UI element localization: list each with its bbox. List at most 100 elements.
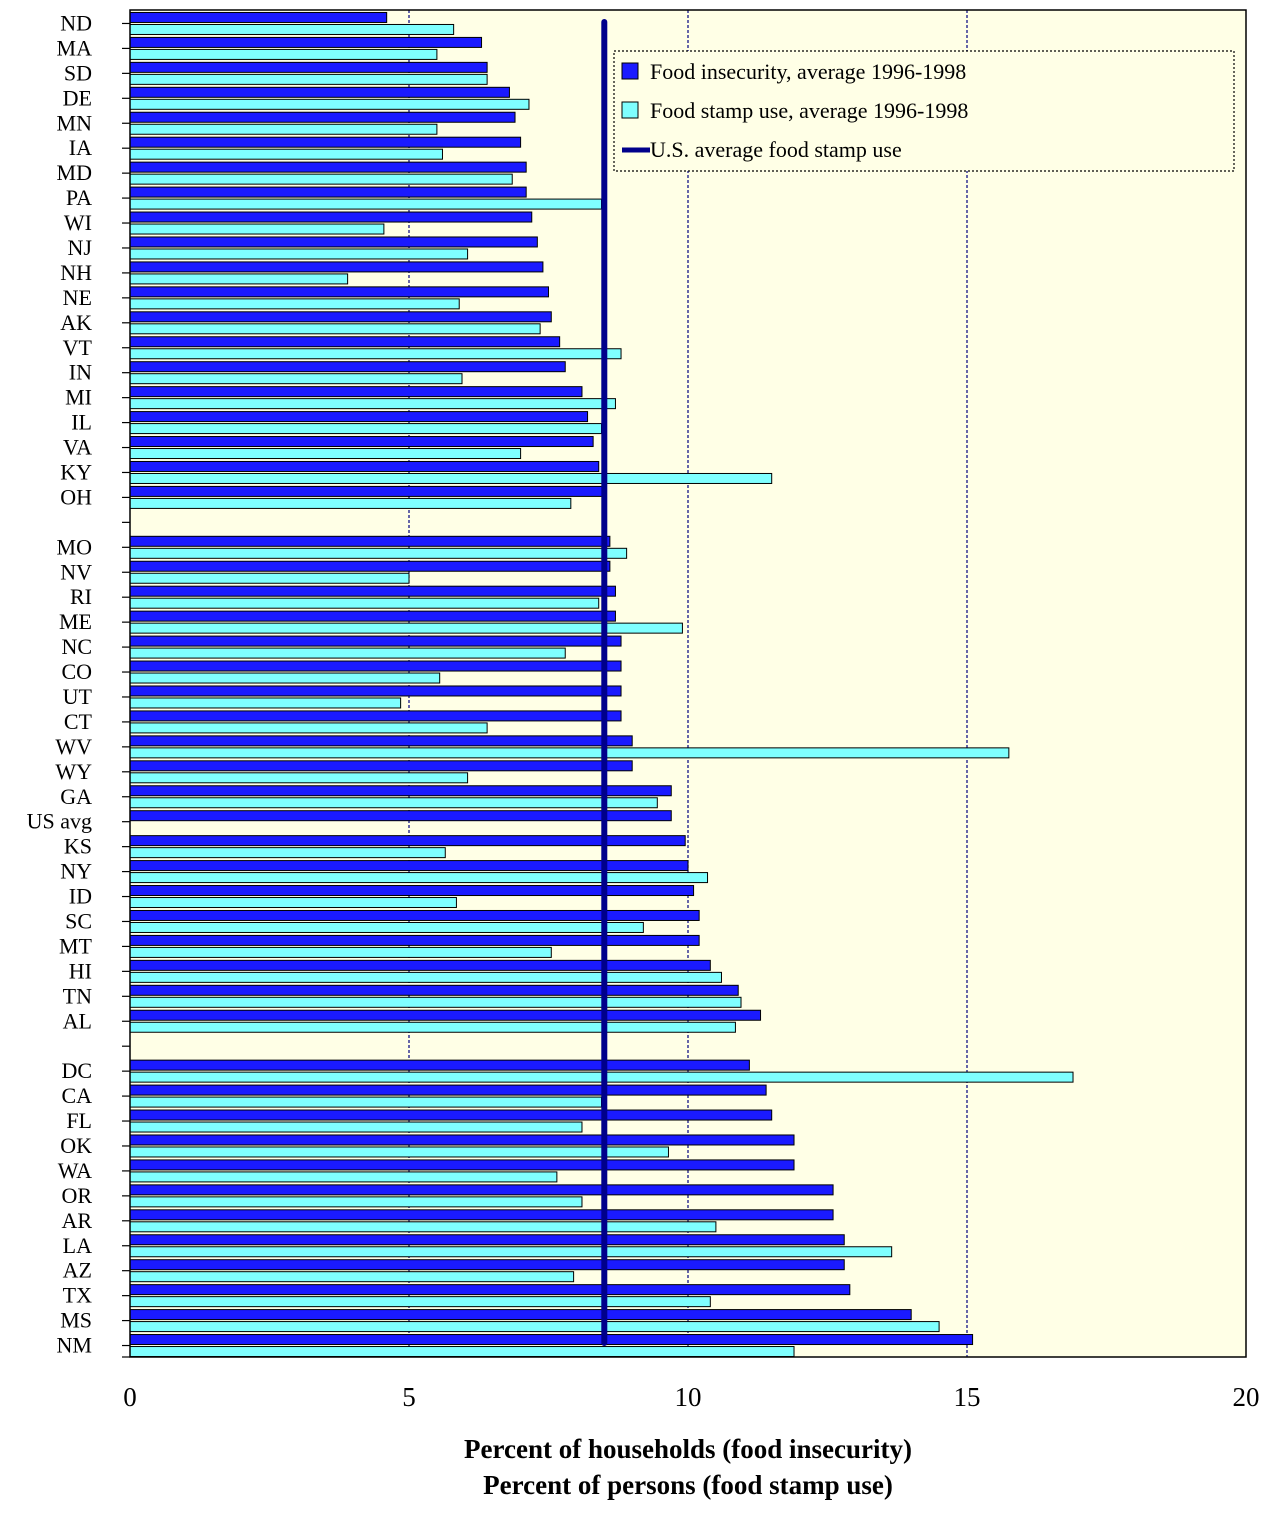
- bar-food-stamp-use: [129, 398, 616, 410]
- category-label: UT: [63, 684, 93, 709]
- bar-food-stamp-use: [129, 622, 683, 634]
- bar-food-stamp-use: [129, 672, 441, 684]
- category-label: AL: [63, 1008, 92, 1033]
- bar-food-stamp-use: [129, 572, 410, 584]
- category-label: KS: [64, 834, 92, 859]
- legend: Food insecurity, average 1996-1998 Food s…: [613, 50, 1235, 172]
- bar-food-stamp-use: [129, 223, 385, 235]
- bar-food-insecurity: [129, 685, 622, 697]
- x-tick-label: 0: [123, 1382, 137, 1412]
- bar-food-stamp-use: [129, 148, 443, 160]
- x-tick-label: 10: [675, 1382, 702, 1412]
- x-axis-title-secondary: Percent of persons (food stamp use): [483, 1470, 893, 1500]
- bar-food-stamp-use: [129, 1246, 893, 1258]
- bar-food-insecurity: [129, 161, 527, 173]
- bar-food-insecurity: [129, 959, 711, 971]
- category-axis: NDMASDDEMNIAMDPAWINJNHNEAKVTINMIILVAKYOH…: [27, 10, 130, 1358]
- category-label: ND: [60, 10, 92, 35]
- bar-food-insecurity: [129, 1134, 795, 1146]
- category-label: WI: [64, 210, 92, 235]
- bar-food-insecurity: [129, 1309, 912, 1321]
- category-label: MN: [57, 110, 93, 135]
- bar-food-insecurity: [129, 1109, 773, 1121]
- category-label: NJ: [68, 235, 93, 260]
- bar-food-stamp-use: [129, 747, 1010, 759]
- bar-food-insecurity: [129, 1059, 750, 1071]
- bar-food-stamp-use: [129, 423, 603, 435]
- category-label: NE: [63, 285, 92, 310]
- bar-food-insecurity: [129, 610, 616, 622]
- bar-food-insecurity: [129, 585, 616, 597]
- bar-food-insecurity: [129, 411, 589, 423]
- category-label: MS: [60, 1308, 92, 1333]
- category-label: OR: [61, 1183, 92, 1208]
- category-label: NV: [60, 559, 92, 584]
- bar-food-insecurity: [129, 11, 388, 23]
- bar-food-stamp-use: [129, 73, 488, 85]
- category-label: AK: [60, 310, 92, 335]
- bar-food-insecurity: [129, 635, 622, 647]
- category-label: DE: [63, 85, 92, 110]
- bar-food-stamp-use: [129, 98, 530, 110]
- bar-food-insecurity: [129, 136, 522, 148]
- bar-food-stamp-use: [129, 697, 402, 709]
- category-label: IL: [71, 410, 92, 435]
- category-label: HI: [69, 958, 92, 983]
- bar-food-stamp-use: [129, 1171, 558, 1183]
- bar-food-insecurity: [129, 436, 594, 448]
- category-label: SC: [65, 908, 92, 933]
- bar-food-stamp-use: [129, 273, 349, 285]
- x-tick-label: 5: [402, 1382, 416, 1412]
- bar-food-insecurity: [129, 1234, 845, 1246]
- bar-food-stamp-use: [129, 1146, 669, 1158]
- category-label: CA: [61, 1083, 92, 1108]
- bar-food-insecurity: [129, 36, 483, 48]
- bar-food-insecurity: [129, 660, 622, 672]
- x-tick-label: 20: [1233, 1382, 1260, 1412]
- bar-food-insecurity: [129, 1084, 767, 1096]
- bar-food-insecurity: [129, 261, 544, 273]
- category-label: MD: [57, 160, 92, 185]
- bar-food-insecurity: [129, 386, 583, 398]
- bar-food-insecurity: [129, 1184, 834, 1196]
- category-label: MI: [65, 385, 92, 410]
- bar-food-stamp-use: [129, 897, 457, 909]
- bar-food-stamp-use: [129, 872, 709, 884]
- bar-food-stamp-use: [129, 348, 622, 360]
- category-label: MO: [57, 534, 92, 559]
- bar-food-insecurity: [129, 885, 695, 897]
- bar-food-stamp-use: [129, 996, 742, 1008]
- category-label: NY: [60, 859, 92, 884]
- bar-food-insecurity: [129, 211, 533, 223]
- bar-food-insecurity: [129, 934, 700, 946]
- bar-food-stamp-use: [129, 23, 455, 35]
- bar-food-insecurity: [129, 560, 611, 572]
- bar-food-insecurity: [129, 785, 672, 797]
- legend-food-stamp-use-label: Food stamp use, average 1996-1998: [650, 98, 968, 123]
- category-label: TN: [63, 983, 92, 1008]
- category-label: AR: [61, 1208, 92, 1233]
- legend-food-insecurity-label: Food insecurity, average 1996-1998: [650, 59, 966, 84]
- bar-food-stamp-use: [129, 1296, 711, 1308]
- category-label: PA: [66, 185, 92, 210]
- bar-food-insecurity: [129, 909, 700, 921]
- category-label: US avg: [27, 809, 92, 834]
- category-label: WA: [58, 1158, 92, 1183]
- bar-food-insecurity: [129, 236, 538, 248]
- bar-food-stamp-use: [129, 123, 438, 135]
- bar-food-stamp-use: [129, 1196, 583, 1208]
- bar-food-insecurity: [129, 311, 552, 323]
- bar-food-insecurity: [129, 1284, 851, 1296]
- plot-border: [129, 9, 1247, 1358]
- category-label: VA: [63, 435, 92, 460]
- bar-food-stamp-use: [129, 1321, 940, 1333]
- bar-food-stamp-use: [129, 298, 460, 310]
- category-label: NH: [60, 260, 92, 285]
- bar-food-insecurity: [129, 1259, 845, 1271]
- legend-food-stamp-use-swatch: [621, 101, 639, 119]
- category-label: ME: [59, 609, 92, 634]
- bar-food-stamp-use: [129, 597, 600, 609]
- category-label: KY: [60, 459, 92, 484]
- bar-food-insecurity: [129, 460, 600, 472]
- category-label: DC: [61, 1058, 92, 1083]
